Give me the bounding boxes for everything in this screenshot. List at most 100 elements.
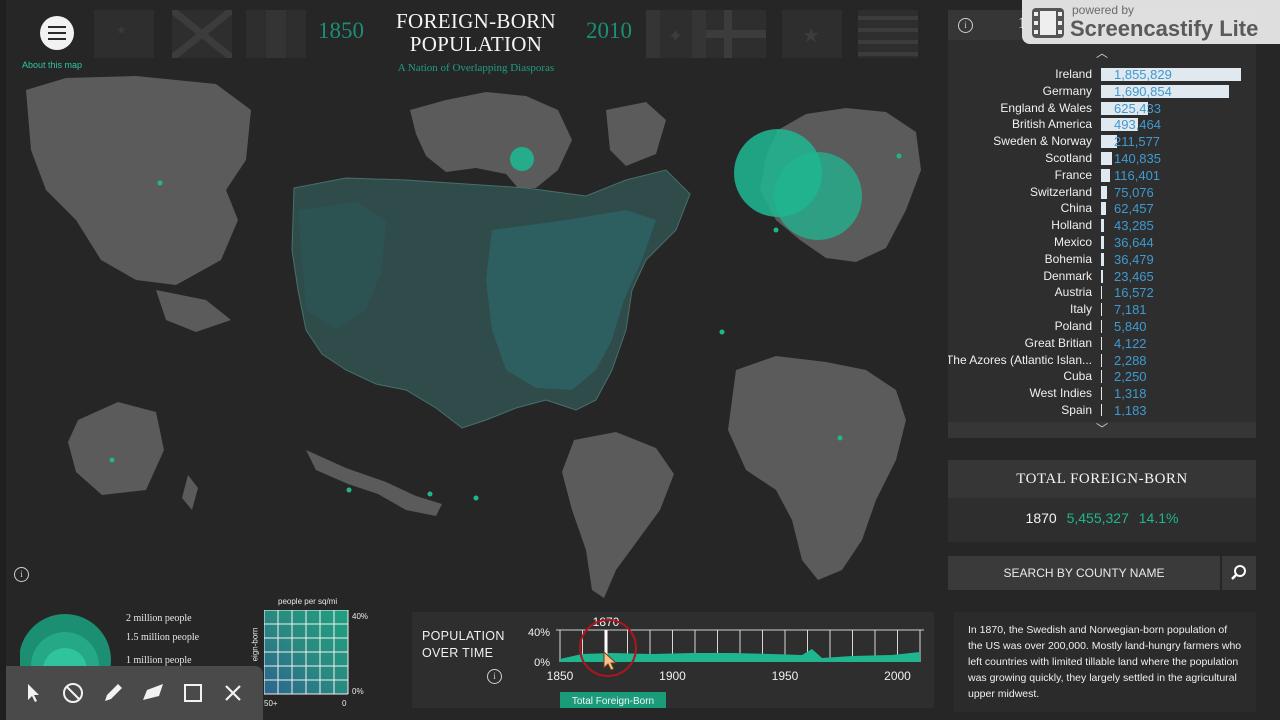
- flag-mexico: [246, 10, 306, 58]
- country-row[interactable]: China 62,457: [948, 200, 1256, 217]
- close-toolbar-icon[interactable]: [220, 680, 246, 706]
- country-row[interactable]: Great Britian 4,122: [948, 335, 1256, 352]
- year-end-label: 2010: [586, 18, 632, 43]
- total-foreign-born-card: TOTAL FOREIGN-BORN 1870 5,455,327 14.1%: [948, 460, 1256, 542]
- pen-tool-icon[interactable]: [100, 680, 126, 706]
- legend-label-1-5m: 1.5 million people: [126, 632, 200, 643]
- highlighter-tool-icon[interactable]: [140, 680, 166, 706]
- scroll-down-chevron-icon[interactable]: ﹀: [1096, 422, 1109, 436]
- timeline-area: [560, 649, 920, 662]
- country-row[interactable]: Scotland 140,835: [948, 150, 1256, 167]
- country-bar: [1101, 84, 1229, 98]
- svg-text:✦: ✦: [668, 26, 683, 46]
- country-row[interactable]: France 116,401: [948, 167, 1256, 184]
- country-row[interactable]: Spain 1,183: [948, 402, 1256, 416]
- country-value: 2,250: [1114, 369, 1147, 385]
- country-name: West Indies: [1029, 386, 1092, 401]
- country-bar: [1101, 118, 1139, 132]
- country-name: Ireland: [1055, 67, 1092, 81]
- country-value: 43,285: [1114, 218, 1154, 234]
- timeline-title-line-1: POPULATION: [422, 629, 505, 643]
- title-line-1: FOREIGN-BORN: [396, 9, 556, 33]
- dot-africa: [837, 435, 843, 441]
- country-row[interactable]: The Azores (Atlantic Islan... 2,288: [948, 352, 1256, 369]
- hamburger-menu-button[interactable]: [40, 16, 74, 50]
- country-bar: [1101, 168, 1110, 182]
- timeline-info-icon[interactable]: i: [487, 669, 502, 684]
- country-bar: [1101, 202, 1106, 216]
- about-map-link[interactable]: About this map: [22, 60, 83, 70]
- panel-info-icon[interactable]: i: [958, 18, 973, 33]
- country-bar: [1101, 135, 1117, 149]
- timeline-x-label: 2000: [884, 669, 911, 683]
- flag-canada: ✦: [646, 10, 706, 58]
- country-row[interactable]: Cuba 2,250: [948, 368, 1256, 385]
- flag-greece: [858, 10, 918, 58]
- dot-azores: [719, 329, 725, 335]
- disable-cursor-icon[interactable]: [60, 680, 86, 706]
- scroll-up-chevron-icon[interactable]: ︿: [1096, 46, 1109, 60]
- year-start-label: 1850: [318, 18, 364, 43]
- density-right-label: 0: [342, 699, 347, 708]
- country-row[interactable]: Sweden & Norway 211,577: [948, 133, 1256, 150]
- svg-text:★: ★: [116, 23, 127, 37]
- world-map[interactable]: [6, 70, 940, 600]
- country-name: Holland: [1051, 218, 1092, 233]
- country-row[interactable]: Bohemia 36,479: [948, 251, 1256, 268]
- timeline-title: POPULATION OVER TIME: [422, 628, 505, 662]
- flag-vietnam: ★: [782, 10, 842, 58]
- flag-scotland: [169, 7, 235, 61]
- density-grid-legend: [264, 610, 349, 695]
- country-bar: [1101, 101, 1149, 115]
- annotation-toolbar: [6, 666, 263, 720]
- country-row[interactable]: Denmark 23,465: [948, 268, 1256, 285]
- country-bar: [1101, 219, 1105, 233]
- country-name: Poland: [1054, 319, 1092, 333]
- country-value: 1,855,829: [1114, 67, 1172, 82]
- country-name: France: [1054, 167, 1092, 182]
- search-county-field[interactable]: SEARCH BY COUNTY NAME: [948, 556, 1220, 590]
- bubble-germany: [774, 152, 862, 240]
- mexico-central-america: [306, 450, 442, 516]
- description-text: In 1870, the Swedish and Norwegian-born …: [968, 624, 1242, 700]
- timeline-x-label: 1950: [772, 669, 799, 683]
- population-size-legend: [20, 614, 111, 668]
- timeline-ylabel-bottom: 0%: [534, 657, 550, 669]
- cursor-highlight-ring: [579, 619, 637, 677]
- country-row[interactable]: British America 493,464: [948, 116, 1256, 133]
- country-list[interactable]: Ireland 1,855,829 Germany 1,690,854 England …: [948, 66, 1256, 416]
- flag-china: ★: [94, 10, 154, 58]
- country-name: Sweden & Norway: [993, 134, 1092, 149]
- country-bar: [1101, 269, 1103, 283]
- rectangle-tool-icon[interactable]: [180, 680, 206, 706]
- country-row[interactable]: West Indies 1,318: [948, 385, 1256, 402]
- search-button[interactable]: [1222, 556, 1256, 590]
- country-bar: [1101, 353, 1102, 367]
- country-bar: [1101, 404, 1102, 416]
- country-row[interactable]: Poland 5,840: [948, 318, 1256, 335]
- country-name: Austria: [1054, 285, 1092, 300]
- svg-text:★: ★: [802, 25, 820, 47]
- country-row[interactable]: Switzerland 75,076: [948, 184, 1256, 201]
- pointer-tool-icon[interactable]: [20, 680, 46, 706]
- country-row[interactable]: Germany 1,690,854: [948, 83, 1256, 100]
- country-row[interactable]: Italy 7,181: [948, 301, 1256, 318]
- country-row[interactable]: Holland 43,285: [948, 217, 1256, 234]
- country-name: Denmark: [1043, 268, 1092, 283]
- usa-west-density: [298, 202, 386, 330]
- timeline-title-line-2: OVER TIME: [422, 646, 494, 660]
- country-value: 62,457: [1114, 201, 1154, 217]
- country-row[interactable]: England & Wales 625,433: [948, 100, 1256, 117]
- country-row[interactable]: Ireland 1,855,829: [948, 66, 1256, 83]
- country-value: 1,318: [1114, 386, 1147, 402]
- screencastify-watermark: powered by Screencastify Lite: [1022, 0, 1280, 44]
- country-bar: [1101, 68, 1241, 81]
- density-legend-ylabel: eign-born: [250, 627, 260, 662]
- map-info-icon[interactable]: i: [14, 567, 29, 582]
- country-row[interactable]: Austria 16,572: [948, 284, 1256, 301]
- timeline-chart[interactable]: 40% 0% 1870 1850 1900 1950 2000 Total Forei…: [412, 612, 934, 708]
- timeline-x-label: 1900: [659, 669, 686, 683]
- filmstrip-logo-icon: [1032, 8, 1064, 38]
- country-row[interactable]: Mexico 36,644: [948, 234, 1256, 251]
- timeline-x-labels: 1850 1900 1950 2000: [547, 669, 912, 683]
